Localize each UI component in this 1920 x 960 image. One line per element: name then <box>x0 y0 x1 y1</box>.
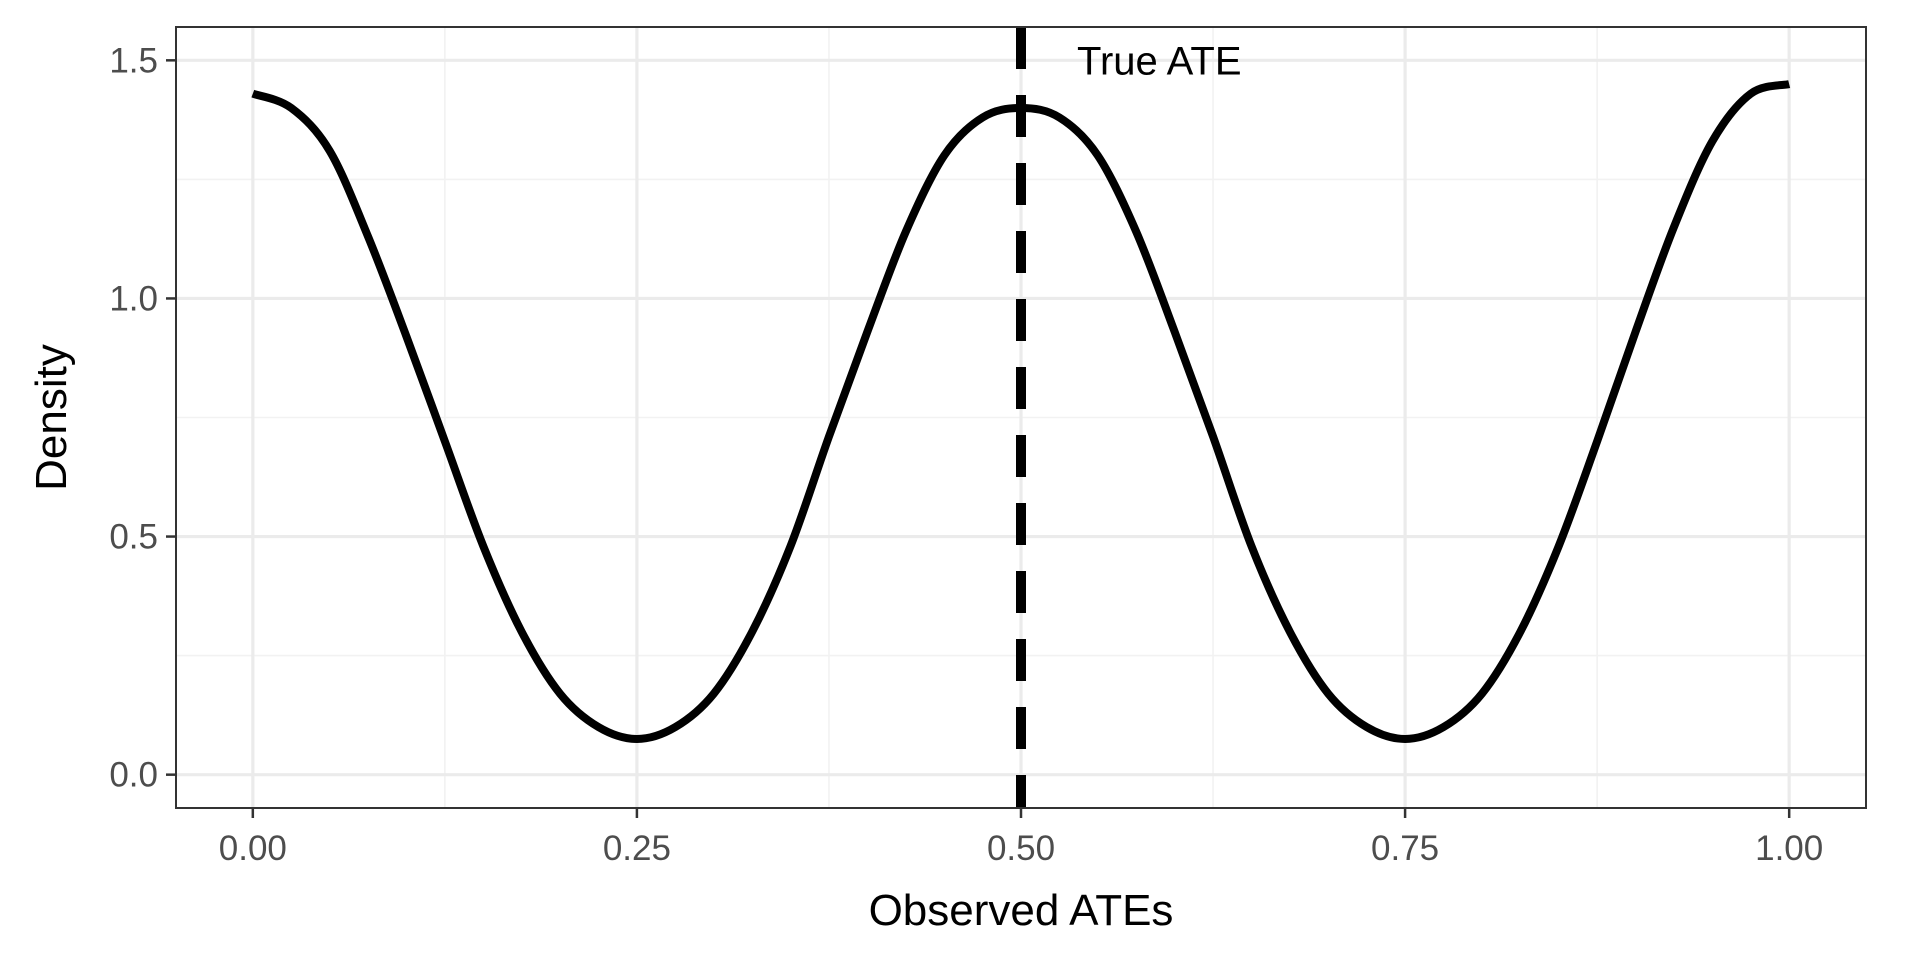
annotation-label: True ATE <box>1077 39 1242 83</box>
x-axis: 0.00 0.25 0.50 0.75 1.00 <box>219 808 1823 868</box>
x-tick-label: 0.75 <box>1371 829 1439 868</box>
y-axis-title: Density <box>27 344 76 491</box>
x-tick-label: 1.00 <box>1755 829 1823 868</box>
y-tick-label: 0.5 <box>109 518 158 557</box>
x-tick-label: 0.50 <box>987 829 1055 868</box>
y-tick-label: 0.0 <box>109 756 158 795</box>
x-tick-label: 0.00 <box>219 829 287 868</box>
y-axis: 0.0 0.5 1.0 1.5 <box>109 41 176 795</box>
x-tick-label: 0.25 <box>603 829 671 868</box>
y-tick-label: 1.0 <box>109 279 158 318</box>
y-tick-label: 1.5 <box>109 41 158 80</box>
x-axis-title: Observed ATEs <box>869 886 1174 935</box>
annotations: True ATE <box>1077 39 1242 83</box>
